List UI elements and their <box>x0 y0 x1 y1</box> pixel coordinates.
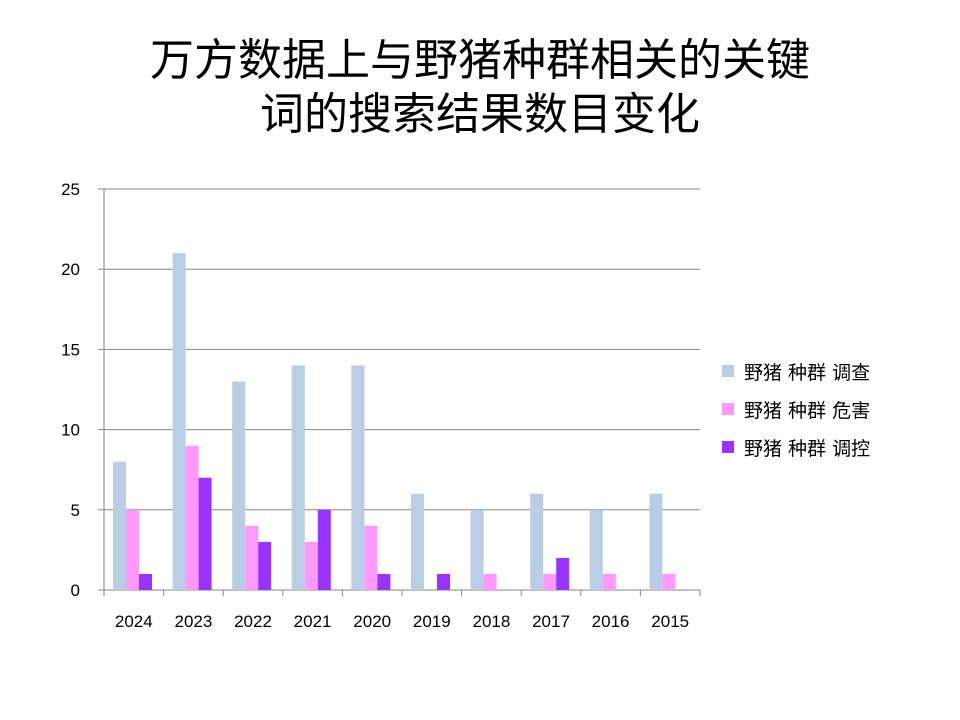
bar <box>139 573 152 590</box>
y-tick-label: 10 <box>61 421 80 440</box>
bar <box>113 461 126 590</box>
legend-label-survey: 野猪 种群 调查 <box>744 361 871 384</box>
x-tick-label: 2021 <box>294 612 332 631</box>
chart-title-line-1: 万方数据上与野猪种群相关的关键 <box>150 35 810 86</box>
x-tick-label: 2024 <box>115 612 153 631</box>
bar <box>351 365 365 590</box>
x-tick-label: 2016 <box>592 612 630 631</box>
bar <box>172 253 186 590</box>
x-tick-label: 2018 <box>472 612 510 631</box>
bar <box>556 557 570 590</box>
x-tick-label: 2020 <box>353 612 391 631</box>
bar <box>649 493 663 590</box>
y-tick-label: 15 <box>61 340 80 359</box>
bar <box>185 445 199 590</box>
bar <box>470 509 484 590</box>
bar <box>245 525 259 590</box>
bar <box>232 381 246 590</box>
bar <box>291 365 305 590</box>
bar <box>662 573 676 590</box>
bar <box>377 573 391 590</box>
bar <box>126 509 139 590</box>
x-tick-label: 2022 <box>234 612 272 631</box>
y-tick-label: 20 <box>61 260 80 279</box>
bar <box>364 525 378 590</box>
chart-title: 万方数据上与野猪种群相关的关键 词的搜索结果数目变化 <box>40 34 920 142</box>
bar <box>437 573 450 590</box>
bar <box>304 541 318 590</box>
legend-swatch-survey <box>722 365 734 377</box>
legend-label-damage: 野猪 种群 危害 <box>744 399 871 422</box>
x-tick-label: 2017 <box>532 612 570 631</box>
y-tick-label: 25 <box>61 180 80 199</box>
chart-title-line-2: 词的搜索结果数目变化 <box>260 89 700 140</box>
bar <box>317 509 331 590</box>
bar <box>483 573 497 590</box>
x-tick-label: 2023 <box>174 612 212 631</box>
bar <box>530 493 544 590</box>
legend-swatch-damage <box>722 403 734 415</box>
chart-legend: 野猪 种群 调查 野猪 种群 危害 野猪 种群 调控 <box>722 352 870 466</box>
x-tick-label: 2015 <box>651 612 689 631</box>
y-tick-label: 5 <box>71 501 80 520</box>
bar <box>543 573 557 590</box>
legend-item-survey: 野猪 种群 调查 <box>722 352 870 390</box>
legend-item-damage: 野猪 种群 危害 <box>722 390 870 428</box>
bar <box>589 509 603 590</box>
bar <box>411 493 424 590</box>
bar <box>258 541 272 590</box>
x-tick-label: 2019 <box>413 612 451 631</box>
legend-swatch-control <box>722 441 734 453</box>
legend-label-control: 野猪 种群 调控 <box>744 437 871 460</box>
bar <box>198 477 212 590</box>
bar <box>602 573 616 590</box>
y-tick-label: 0 <box>71 581 80 600</box>
legend-item-control: 野猪 种群 调控 <box>722 428 870 466</box>
